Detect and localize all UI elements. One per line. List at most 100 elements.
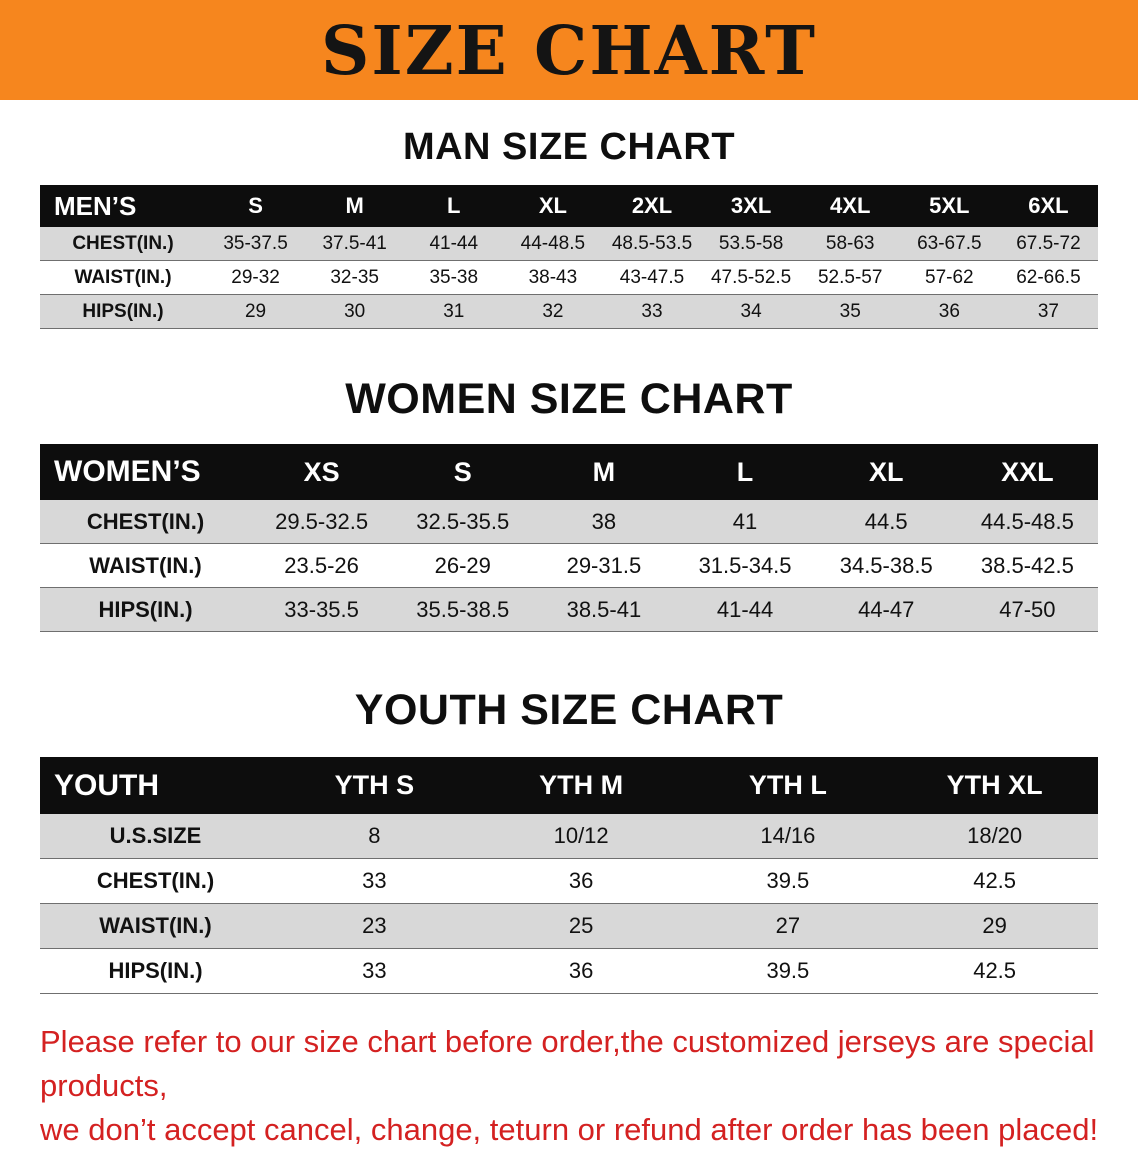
table-row: WAIST(IN.) 29-32 32-35 35-38 38-43 43-47.5 47.…: [40, 260, 1098, 295]
value-cell: 53.5-58: [701, 227, 801, 261]
value-cell: 44.5-48.5: [956, 500, 1098, 544]
row-label: WAIST(IN.): [40, 260, 206, 295]
table-corner-header: MEN’S: [40, 185, 206, 227]
value-cell: 35-37.5: [206, 227, 306, 261]
value-cell: 18/20: [891, 814, 1098, 859]
column-header: YTH XL: [891, 757, 1098, 814]
value-cell: 67.5-72: [998, 227, 1098, 261]
men-size-table: MEN’S S M L XL 2XL 3XL 4XL 5XL 6XL CHEST(IN.) 35-37…: [40, 185, 1098, 329]
value-cell: 36: [899, 294, 999, 329]
value-cell: 41-44: [674, 587, 816, 632]
table-row: CHEST(IN.) 29.5-32.5 32.5-35.5 38 41 44.5 44.5…: [40, 500, 1098, 544]
value-cell: 62-66.5: [998, 260, 1098, 295]
footer-line-2: we don’t accept cancel, change, teturn o…: [40, 1112, 1099, 1148]
value-cell: 52.5-57: [800, 260, 900, 295]
value-cell: 63-67.5: [899, 227, 999, 261]
value-cell: 34: [701, 294, 801, 329]
value-cell: 29-31.5: [533, 543, 675, 588]
header-row: YOUTH YTH S YTH M YTH L YTH XL: [40, 757, 1098, 814]
header-row: MEN’S S M L XL 2XL 3XL 4XL 5XL 6XL: [40, 185, 1098, 227]
row-label: CHEST(IN.): [40, 227, 206, 261]
value-cell: 31: [404, 294, 504, 329]
value-cell: 29.5-32.5: [251, 500, 393, 544]
column-header: 3XL: [701, 185, 801, 227]
column-header: YTH L: [684, 757, 892, 814]
value-cell: 27: [684, 903, 892, 949]
table-row: HIPS(IN.) 29 30 31 32 33 34 35 36 37: [40, 294, 1098, 329]
table-corner-header: YOUTH: [40, 757, 271, 814]
value-cell: 30: [305, 294, 405, 329]
value-cell: 38-43: [503, 260, 603, 295]
section-man: MAN SIZE CHART MEN’S S M L XL 2XL 3XL 4XL 5XL 6XL…: [0, 126, 1138, 329]
man-size-chart-heading: MAN SIZE CHART: [402, 126, 736, 168]
value-cell: 38.5-42.5: [956, 543, 1098, 588]
row-label: WAIST(IN.): [40, 543, 251, 588]
value-cell: 37: [998, 294, 1098, 329]
value-cell: 35: [800, 294, 900, 329]
column-header: L: [404, 185, 504, 227]
column-header: XL: [503, 185, 603, 227]
value-cell: 33: [271, 858, 478, 904]
value-cell: 36: [477, 858, 685, 904]
value-cell: 48.5-53.5: [602, 227, 702, 261]
value-cell: 44-47: [815, 587, 957, 632]
value-cell: 33: [602, 294, 702, 329]
women-size-chart-heading: WOMEN SIZE CHART: [345, 375, 793, 423]
table-corner-header: WOMEN’S: [40, 444, 251, 500]
value-cell: 44-48.5: [503, 227, 603, 261]
row-label: HIPS(IN.): [40, 948, 271, 994]
value-cell: 32-35: [305, 260, 405, 295]
table-row: WAIST(IN.) 23 25 27 29: [40, 903, 1098, 949]
value-cell: 39.5: [684, 858, 892, 904]
value-cell: 39.5: [684, 948, 892, 994]
value-cell: 8: [271, 814, 478, 859]
column-header: 2XL: [602, 185, 702, 227]
value-cell: 25: [477, 903, 685, 949]
table-row: U.S.SIZE 8 10/12 14/16 18/20: [40, 814, 1098, 859]
value-cell: 57-62: [899, 260, 999, 295]
value-cell: 35.5-38.5: [392, 587, 534, 632]
value-cell: 29-32: [206, 260, 306, 295]
value-cell: 36: [477, 948, 685, 994]
column-header: 6XL: [998, 185, 1098, 227]
section-youth: YOUTH SIZE CHART YOUTH YTH S YTH M YTH L YTH…: [0, 686, 1138, 994]
value-cell: 58-63: [800, 227, 900, 261]
value-cell: 14/16: [684, 814, 892, 859]
value-cell: 41-44: [404, 227, 504, 261]
value-cell: 33-35.5: [251, 587, 393, 632]
value-cell: 29: [206, 294, 306, 329]
footer-note: Please refer to our size chart before or…: [40, 1020, 1100, 1152]
value-cell: 38.5-41: [533, 587, 675, 632]
value-cell: 38: [533, 500, 675, 544]
column-header: 4XL: [800, 185, 900, 227]
column-header: L: [674, 444, 816, 500]
table-row: HIPS(IN.) 33-35.5 35.5-38.5 38.5-41 41-44 44-…: [40, 587, 1098, 632]
row-label: CHEST(IN.): [40, 858, 271, 904]
value-cell: 10/12: [477, 814, 685, 859]
value-cell: 29: [891, 903, 1098, 949]
value-cell: 32: [503, 294, 603, 329]
page-title: SIZE CHART: [320, 10, 817, 90]
column-header: S: [206, 185, 306, 227]
women-size-table: WOMEN’S XS S M L XL XXL CHEST(IN.) 29.5-32.5 32.5…: [40, 444, 1098, 632]
value-cell: 23: [271, 903, 478, 949]
column-header: M: [305, 185, 405, 227]
value-cell: 26-29: [392, 543, 534, 588]
row-label: HIPS(IN.): [40, 294, 206, 329]
column-header: M: [533, 444, 675, 500]
column-header: 5XL: [899, 185, 999, 227]
header-row: WOMEN’S XS S M L XL XXL: [40, 444, 1098, 500]
value-cell: 44.5: [815, 500, 957, 544]
table-row: CHEST(IN.) 33 36 39.5 42.5: [40, 858, 1098, 904]
section-women: WOMEN SIZE CHART WOMEN’S XS S M L XL XXL CHEST(…: [0, 375, 1138, 632]
value-cell: 42.5: [891, 858, 1098, 904]
table-row: WAIST(IN.) 23.5-26 26-29 29-31.5 31.5-34.5 34…: [40, 543, 1098, 588]
value-cell: 31.5-34.5: [674, 543, 816, 588]
column-header: YTH S: [271, 757, 478, 814]
value-cell: 43-47.5: [602, 260, 702, 295]
column-header: XXL: [956, 444, 1098, 500]
youth-size-chart-heading: YOUTH SIZE CHART: [354, 686, 784, 734]
value-cell: 42.5: [891, 948, 1098, 994]
value-cell: 34.5-38.5: [815, 543, 957, 588]
value-cell: 47.5-52.5: [701, 260, 801, 295]
